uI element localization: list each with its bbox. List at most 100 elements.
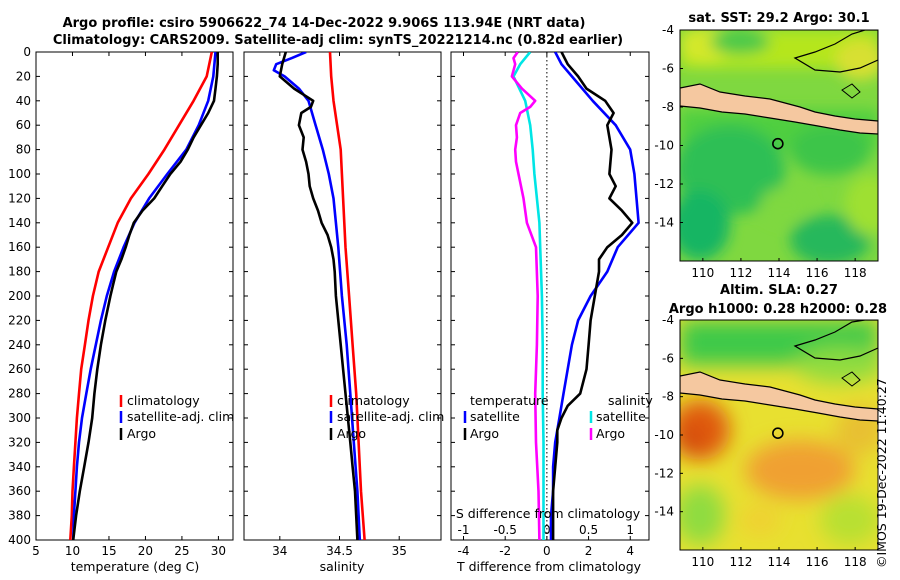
x-tick-label: 5 (32, 544, 40, 558)
legend-t-argo-label: Argo (470, 426, 499, 441)
y-tick-label: 0 (23, 45, 31, 59)
y-tick-label: 240 (8, 338, 31, 352)
borneo-coastline (793, 320, 878, 361)
x-tick-label: 15 (101, 544, 116, 558)
legend-t-satellite-label: satellite (470, 409, 520, 424)
imos-credit: ©IMOS 19-Dec-2022 11:40:27 (874, 378, 889, 568)
y-tick-label: 80 (16, 143, 31, 157)
s-difference-xlabel: S difference from climatology (456, 506, 641, 521)
sst-map-title: sat. SST: 29.2 Argo: 30.1 (688, 11, 869, 26)
series-line-s-satellite (512, 52, 545, 540)
temperature-legend: climatology satellite-adj. clim Argo (119, 393, 234, 441)
plot-frame (35, 51, 234, 541)
x-tick-label: 25 (174, 544, 189, 558)
lon-tick-label: 112 (729, 555, 752, 569)
y-tick-label: 280 (8, 387, 31, 401)
lon-tick-label: 116 (806, 555, 829, 569)
lon-tick-label: 114 (768, 266, 791, 280)
y-tick-label: 400 (8, 533, 31, 547)
lat-tick-label: -12 (654, 177, 674, 191)
temperature-xlabel: temperature (deg C) (71, 559, 200, 574)
x-tick-label: 10 (65, 544, 80, 558)
legend-s-argo-label: Argo (596, 426, 625, 441)
series-group (272, 52, 366, 540)
lat-tick-label: -6 (662, 62, 674, 76)
header-line-1: Argo profile: csiro 5906622_74 14-Dec-20… (63, 16, 586, 31)
lat-tick-label: -14 (654, 216, 674, 230)
lon-tick-label: 114 (768, 555, 791, 569)
lat-tick-label: -4 (662, 313, 674, 327)
lon-tick-label: 116 (806, 266, 829, 280)
sst-map-axes: 110 112 114 116 118 -4 -6 -8 -10 -12 -14 (654, 23, 866, 280)
y-tick-label: 60 (16, 118, 31, 132)
sla-map-subtitle: Argo h1000: 0.28 h2000: 0.28 (669, 302, 887, 317)
s-axis-tick-label: 0.5 (579, 523, 598, 537)
lat-tick-label: -14 (654, 505, 674, 519)
series-line-t-argo (551, 52, 634, 540)
x-tick-label: 20 (138, 544, 153, 558)
y-tick-label: 360 (8, 484, 31, 498)
header-line-2: Climatology: CARS2009. Satellite-adj cli… (53, 33, 623, 48)
lon-tick-label: 118 (844, 555, 867, 569)
lat-tick-label: -12 (654, 466, 674, 480)
sla-map: Altim. SLA: 0.27 Argo h1000: 0.28 h2000:… (654, 283, 887, 569)
lat-tick-label: -8 (662, 390, 674, 404)
s-axis-tick-label: 0 (543, 523, 551, 537)
argo-position-marker (772, 427, 784, 439)
island-outline (841, 371, 861, 387)
y-tick-label: 20 (16, 69, 31, 83)
series-line-climatology (328, 52, 366, 540)
series-line-climatology (69, 52, 214, 540)
series-line-t-satellite (549, 52, 640, 540)
series-line-satellite-adj-clim (272, 52, 362, 540)
sla-map-title: Altim. SLA: 0.27 (720, 283, 838, 298)
difference-panel: -4 -2 0 2 4 -1 -0.5 0 0.5 1 (450, 51, 650, 558)
legend-s-satellite-label: satellite (596, 409, 646, 424)
salinity-panel: 34 34.5 35 (243, 51, 442, 558)
lon-tick-label: 118 (844, 266, 867, 280)
y-tick-label: 40 (16, 94, 31, 108)
y-tick-label: 100 (8, 167, 31, 181)
x-tick-label: 34.5 (326, 544, 353, 558)
lat-tick-label: -6 (662, 351, 674, 365)
y-tick-label: 140 (8, 216, 31, 230)
lat-tick-label: -10 (654, 428, 674, 442)
plot-frame (450, 51, 650, 541)
y-tick-label: 340 (8, 460, 31, 474)
y-tick-label: 120 (8, 191, 31, 205)
legend-satellite-label: satellite-adj. clim (127, 409, 234, 424)
legend-temperature-heading: temperature (470, 393, 549, 408)
y-tick-label: 180 (8, 265, 31, 279)
legend-argo-label: Argo (127, 426, 156, 441)
y-tick-label: 160 (8, 240, 31, 254)
lon-tick-label: 110 (691, 266, 714, 280)
series-line-argo (71, 52, 219, 540)
y-tick-label: 220 (8, 313, 31, 327)
lon-tick-label: 110 (691, 555, 714, 569)
java-bali-landmass (680, 83, 878, 135)
y-tick-label: 380 (8, 509, 31, 523)
lat-tick-label: -4 (662, 23, 674, 37)
x-tick-label: 4 (626, 544, 634, 558)
s-axis-tick-label: 1 (626, 523, 634, 537)
y-tick-label: 320 (8, 435, 31, 449)
borneo-coastline (793, 30, 878, 73)
island-outline (841, 83, 861, 99)
s-axis-tick-label: -0.5 (493, 523, 516, 537)
y-tick-label: 200 (8, 289, 31, 303)
sst-field (680, 30, 878, 261)
java-bali-landmass (680, 371, 878, 422)
s-axis-tick-label: -1 (458, 523, 470, 537)
lat-tick-label: -10 (654, 139, 674, 153)
legend-satellite-label: satellite-adj. clim (337, 409, 444, 424)
x-tick-label: 34 (272, 544, 287, 558)
sst-map: sat. SST: 29.2 Argo: 30.1 110 112 114 (654, 11, 879, 280)
x-tick-label: 35 (392, 544, 407, 558)
x-tick-label: 2 (585, 544, 593, 558)
legend-salinity-heading: salinity (608, 393, 653, 408)
legend-climatology-label: climatology (337, 393, 410, 408)
y-tick-label: 260 (8, 362, 31, 376)
sla-map-axes: 110 112 114 116 118 -4 -6 -8 -10 -12 -14 (654, 313, 866, 569)
series-line-s-argo (510, 52, 541, 540)
